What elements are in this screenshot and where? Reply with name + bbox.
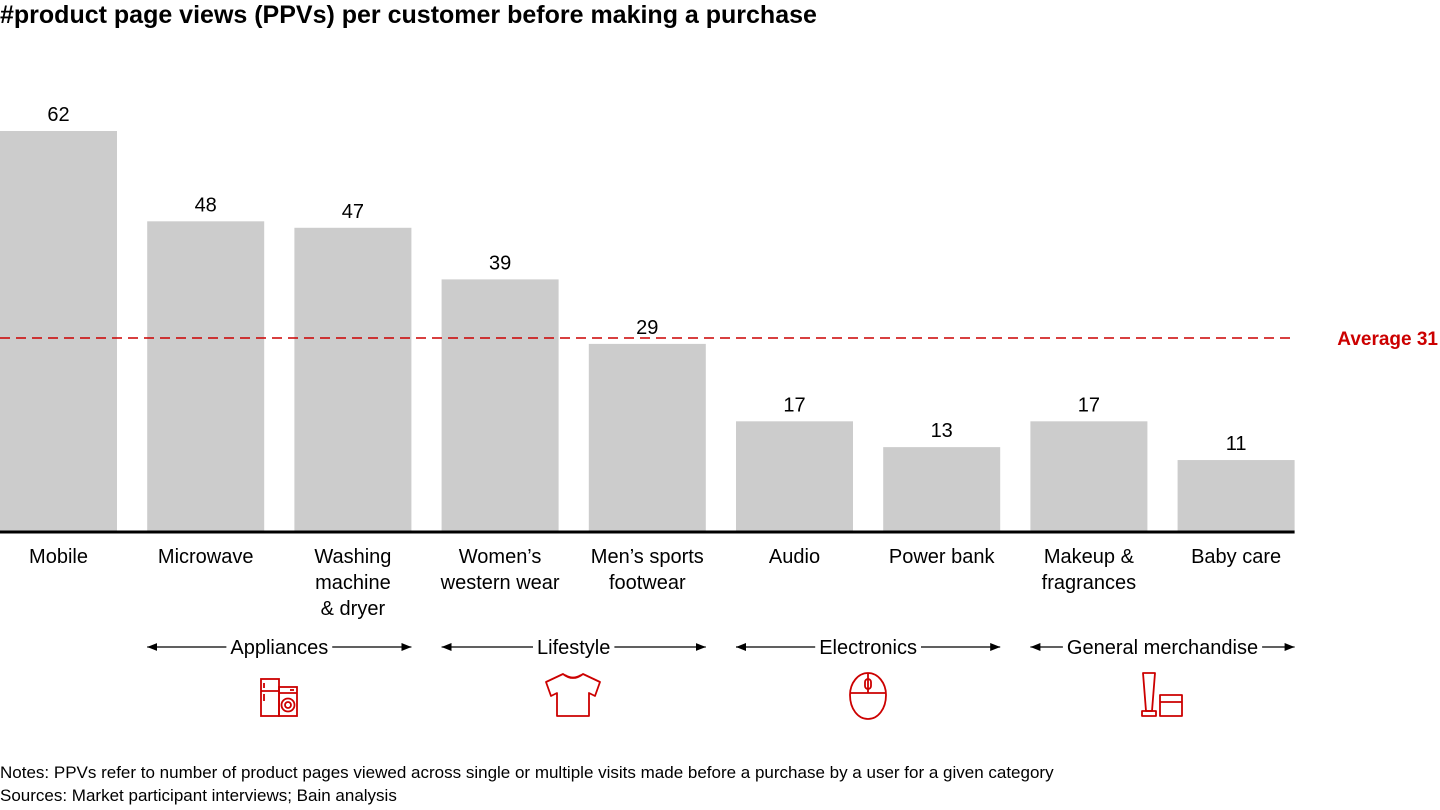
bar-chart: 62 48 47 39 29 17 13 17 11 Mobile Microwave Washin… — [0, 104, 1438, 720]
average-label: Average 31 — [1337, 329, 1438, 350]
bar — [1177, 460, 1295, 531]
bar-value-label: 39 — [489, 252, 511, 274]
chart-title: #product page views (PPVs) per customer … — [0, 1, 817, 29]
cosmetics-icon — [1141, 672, 1183, 717]
bar-value-label: 62 — [47, 104, 69, 126]
category-group: Lifestyle — [441, 637, 706, 659]
bar — [441, 279, 559, 531]
category-label: Men’s sports footwear — [591, 546, 704, 594]
category-label: Audio — [769, 546, 820, 568]
value-labels-layer: 62 48 47 39 29 17 13 17 11 — [47, 104, 1246, 455]
bar-value-label: 29 — [636, 317, 658, 339]
group-label: General merchandise — [1067, 637, 1258, 659]
group-label: Lifestyle — [537, 637, 610, 659]
group-label: Electronics — [819, 637, 917, 659]
bar-value-label: 48 — [195, 194, 217, 216]
category-label: Makeup & fragrances — [1042, 546, 1137, 594]
bar — [294, 227, 412, 531]
bar — [1030, 421, 1148, 531]
bars-layer — [0, 131, 1295, 532]
bar — [147, 221, 265, 532]
category-labels-layer: Mobile Microwave Washing machine & dryer Wome… — [29, 546, 1281, 620]
chart-notes: Notes: PPVs refer to number of product p… — [0, 763, 1054, 782]
mouse-icon — [849, 672, 887, 720]
category-groups-layer: Appliances Lifestyle Electronics General me… — [147, 637, 1295, 659]
category-group: Appliances — [147, 637, 412, 659]
category-label: Washing machine & dryer — [314, 546, 391, 620]
bar-value-label: 11 — [1226, 433, 1247, 455]
category-label: Power bank — [889, 546, 996, 568]
category-label: Mobile — [29, 546, 88, 568]
chart-sources: Sources: Market participant interviews; … — [0, 786, 397, 805]
tshirt-icon — [545, 673, 601, 717]
category-group: Electronics — [736, 637, 1001, 659]
group-icons-layer — [260, 672, 1183, 720]
bar — [883, 447, 1001, 531]
bar — [588, 343, 706, 531]
category-label: Microwave — [158, 546, 254, 568]
group-label: Appliances — [230, 637, 328, 659]
bar-value-label: 17 — [783, 394, 805, 416]
bar-value-label: 13 — [931, 420, 953, 442]
category-label: Baby care — [1191, 546, 1281, 568]
fridge-washer-icon — [260, 678, 298, 717]
category-label: Women’s western wear — [440, 546, 560, 594]
bar-value-label: 47 — [342, 201, 364, 223]
bar — [736, 421, 853, 531]
bar — [0, 131, 117, 531]
category-group: General merchandise — [1030, 637, 1295, 659]
bar-value-label: 17 — [1078, 394, 1100, 416]
